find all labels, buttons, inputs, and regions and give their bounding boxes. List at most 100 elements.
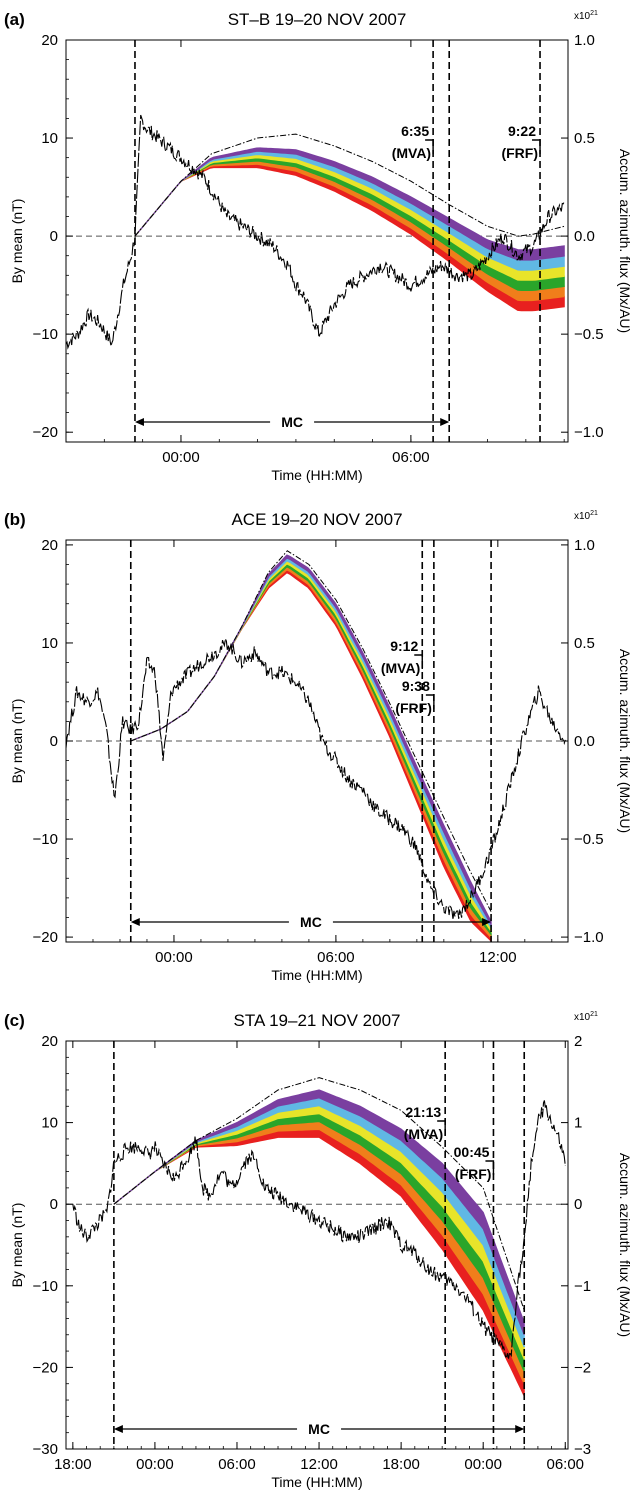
- flux-band-5: [130, 557, 492, 930]
- annotation-time: 9:22: [508, 123, 536, 139]
- y-tick-label: 0: [50, 1196, 58, 1213]
- flux-envelope: [113, 1077, 525, 1311]
- y-right-tick-label: −1: [574, 1278, 591, 1295]
- annotation-time: 9:12: [390, 638, 418, 654]
- y-tick-label: 10: [41, 1115, 58, 1132]
- mc-arrowhead-left: [130, 918, 140, 926]
- x-tick-label: 00:00: [136, 1456, 174, 1473]
- y-tick-label: 10: [41, 130, 58, 147]
- x-tick-label: 06:00: [317, 949, 355, 966]
- chart-title: STA 19–21 NOV 2007: [234, 1011, 401, 1030]
- mc-arrowhead-right: [482, 918, 492, 926]
- y-tick-label: 20: [41, 1033, 58, 1050]
- y-right-tick-label: 0.0: [574, 733, 595, 750]
- x-tick-label: 18:00: [382, 1456, 420, 1473]
- annotation-method: (FRF): [455, 1166, 492, 1182]
- panel-label: (a): [4, 10, 25, 29]
- y-right-axis-label: Accum. azimuth. flux (Mx/AU): [617, 649, 633, 833]
- annotation-time: 9:38: [402, 678, 430, 694]
- right-axis-exponent: x1021: [574, 10, 598, 22]
- y-right-tick-label: −2: [574, 1359, 591, 1376]
- annotation-method: (FRF): [395, 700, 432, 716]
- annotation-bracket: [414, 654, 423, 669]
- y-right-tick-label: 0: [574, 1196, 582, 1213]
- y-axis-label: By mean (nT): [9, 699, 25, 784]
- annotation-bracket: [425, 139, 434, 154]
- y-right-tick-label: −1.0: [574, 929, 604, 946]
- annotation-bracket: [425, 694, 435, 709]
- mc-label: MC: [300, 914, 322, 930]
- by-mean-trace: [72, 1100, 566, 1360]
- y-tick-label: 0: [50, 733, 58, 750]
- y-tick-label: −30: [33, 1441, 58, 1458]
- y-tick-label: −20: [33, 929, 58, 946]
- chart-title: ST–B 19–20 NOV 2007: [228, 10, 407, 29]
- y-tick-label: −10: [33, 831, 58, 848]
- flux-band-4: [130, 560, 492, 934]
- y-tick-label: −10: [33, 326, 58, 343]
- chart-panel-3: (c) STA 19–21 NOV 2007 x1021−30−20−1001020…: [4, 1011, 633, 1490]
- right-axis-exponent: x1021: [574, 510, 598, 522]
- mc-arrowhead-left: [134, 418, 144, 426]
- flux-band-2: [130, 566, 492, 940]
- y-right-tick-label: 0.5: [574, 130, 595, 147]
- y-right-tick-label: 0.5: [574, 635, 595, 652]
- flux-envelope: [130, 550, 492, 912]
- mc-label: MC: [308, 1421, 330, 1437]
- y-right-tick-label: −3: [574, 1441, 591, 1458]
- plot-area: [66, 1041, 568, 1449]
- by-mean-trace: [66, 636, 566, 920]
- y-tick-label: −20: [33, 424, 58, 441]
- panel-label: (b): [4, 510, 26, 529]
- x-axis-label: Time (HH:MM): [271, 467, 362, 483]
- y-right-tick-label: 1: [574, 1115, 582, 1132]
- x-axis-label: Time (HH:MM): [271, 1474, 362, 1490]
- flux-envelope: [134, 133, 565, 237]
- y-right-tick-label: 0.0: [574, 228, 595, 245]
- y-tick-label: −10: [33, 1278, 58, 1295]
- annotation-bracket: [532, 139, 541, 154]
- flux-band-3: [130, 563, 492, 937]
- annotation-time: 6:35: [401, 123, 429, 139]
- plot-frame: [65, 1040, 569, 1450]
- flux-band-1: [130, 569, 492, 942]
- chart-panel-1: (a) ST–B 19–20 NOV 2007 x1021 −20 −10 0 10 20 −1…: [4, 10, 633, 483]
- plot-area: [66, 40, 568, 442]
- x-tick-label: 12:00: [479, 949, 517, 966]
- flux-band-6: [130, 554, 492, 928]
- x-tick-label: 06:00: [546, 1456, 584, 1473]
- y-tick-label: 20: [41, 537, 58, 554]
- x-tick-label: 00:00: [162, 449, 200, 466]
- flux-band-2: [113, 1120, 525, 1384]
- y-right-axis-label: Accum. azimuth. flux (Mx/AU): [617, 149, 633, 333]
- chart-title: ACE 19–20 NOV 2007: [231, 510, 402, 529]
- y-tick-label: 10: [41, 635, 58, 652]
- y-right-tick-label: 2: [574, 1033, 582, 1050]
- x-tick-label: 12:00: [300, 1456, 338, 1473]
- y-right-tick-label: 1.0: [574, 32, 595, 49]
- y-right-tick-label: 1.0: [574, 537, 595, 554]
- y-right-tick-label: −0.5: [574, 326, 604, 343]
- plot-frame: [65, 39, 569, 443]
- annotation-method: (FRF): [501, 145, 538, 161]
- mc-arrowhead-left: [113, 1425, 123, 1433]
- x-tick-label: 00:00: [155, 949, 193, 966]
- y-tick-label: −20: [33, 1359, 58, 1376]
- y-axis-label: By mean (nT): [9, 199, 25, 284]
- plot-area: [66, 540, 568, 942]
- x-tick-label: 06:00: [218, 1456, 256, 1473]
- y-tick-label: 20: [41, 32, 58, 49]
- annotation-bracket: [437, 1120, 446, 1135]
- mc-arrowhead-right: [440, 418, 450, 426]
- y-tick-label: 0: [50, 228, 58, 245]
- x-tick-label: 00:00: [464, 1456, 502, 1473]
- y-right-axis-label: Accum. azimuth. flux (Mx/AU): [617, 1153, 633, 1337]
- annotation-time: 00:45: [454, 1144, 490, 1160]
- annotation-bracket: [485, 1160, 495, 1175]
- panel-label: (c): [4, 1011, 25, 1030]
- right-axis-exponent: x1021: [574, 1011, 598, 1023]
- y-axis-label: By mean (nT): [9, 1203, 25, 1288]
- annotation-method: (MVA): [392, 145, 431, 161]
- annotation-method: (MVA): [404, 1126, 443, 1142]
